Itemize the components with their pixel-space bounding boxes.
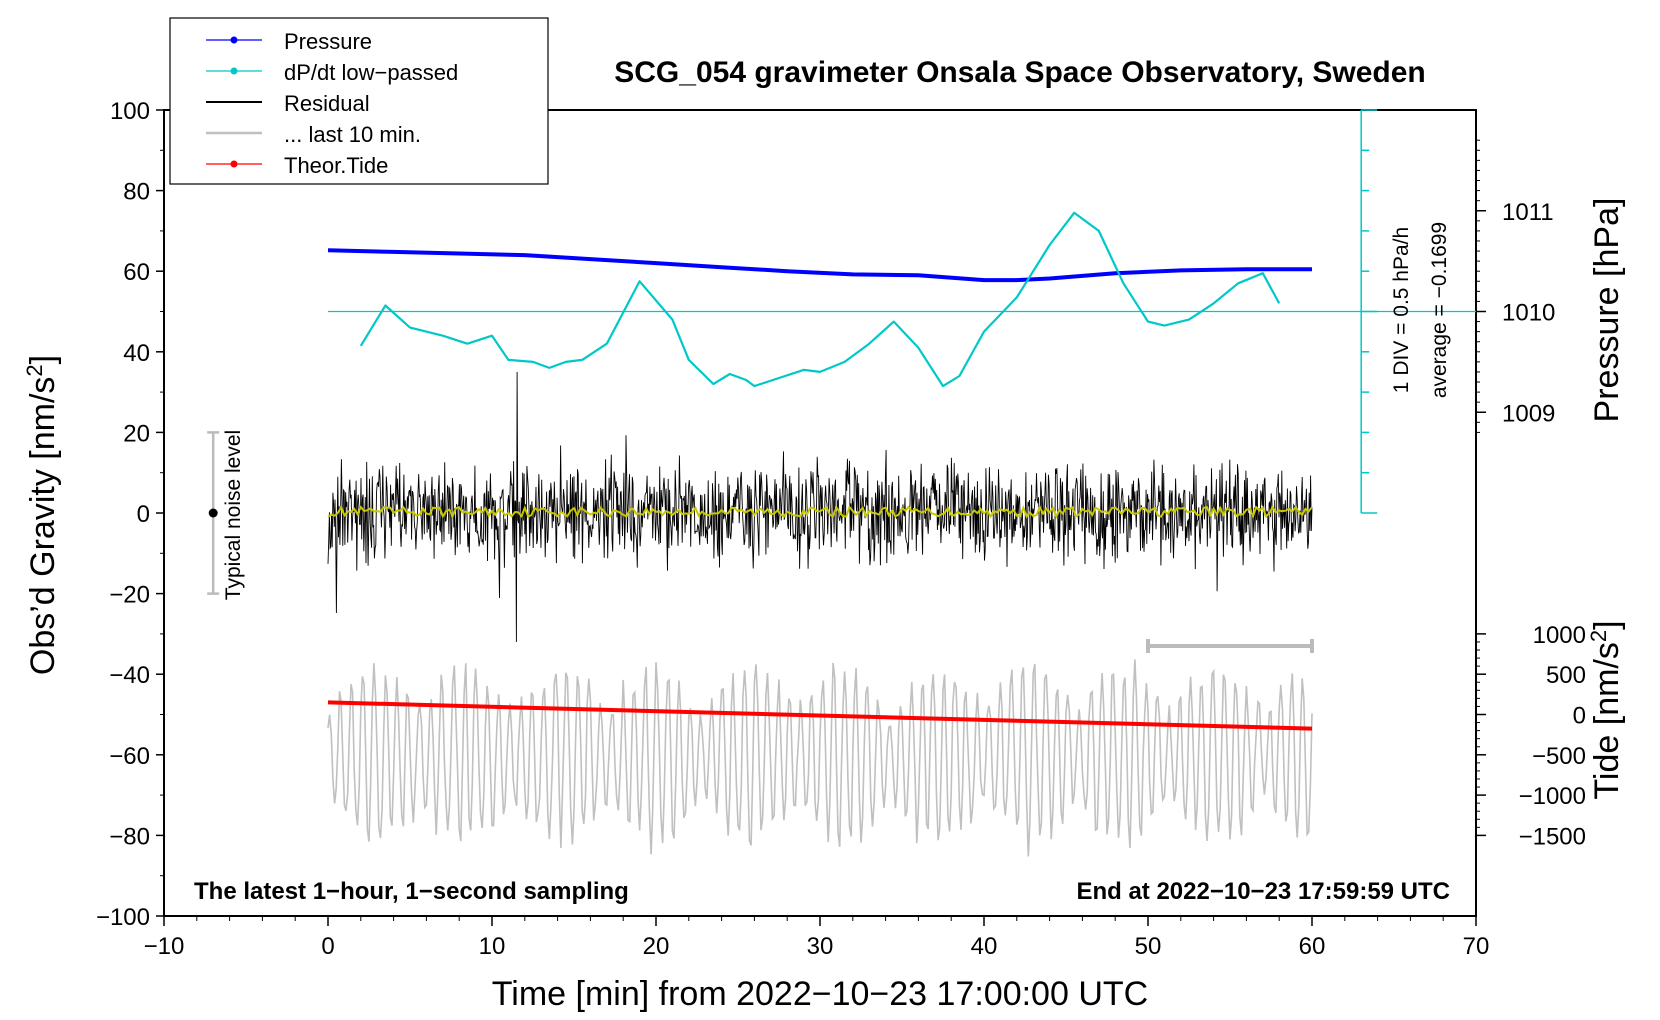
legend-marker-dpdt <box>230 67 238 75</box>
tide-axis-title-sup: 2 <box>1586 630 1611 642</box>
tide-tick-label: 0 <box>1573 703 1586 730</box>
tide-axis-title-end: ] <box>1588 620 1626 629</box>
tide-axis-ticks: 1000 500 0 −500 −1000 −1500 <box>1476 622 1586 850</box>
x-tick-label: 10 <box>479 933 506 960</box>
y-tick-label: −80 <box>109 823 150 850</box>
x-tick-label: 50 <box>1135 933 1162 960</box>
pressure-tick-label: 1010 <box>1502 300 1555 327</box>
legend-entry-residual: Residual <box>206 91 370 116</box>
tide-tick-label: 1000 <box>1533 622 1586 649</box>
x-tick-label: −10 <box>144 933 185 960</box>
series-lines <box>327 211 1313 731</box>
sampling-note: The latest 1−hour, 1−second sampling <box>194 878 629 905</box>
tide-tick-label: −1000 <box>1519 783 1586 810</box>
tide-tick-label: 500 <box>1546 662 1586 689</box>
dpdt-scale-axis <box>328 109 1476 514</box>
legend-entry-tide: Theor.Tide <box>206 153 388 178</box>
y-tick-label: 40 <box>123 340 150 367</box>
last10-series <box>327 659 1313 857</box>
last10-range-bar <box>1146 638 1314 653</box>
noise-indicator <box>207 431 220 595</box>
legend: Pressure dP/dt low−passed Residual ... l… <box>169 17 549 185</box>
dpdt-scale-label: 1 DIV = 0.5 hPa/h <box>1390 227 1413 393</box>
legend-entry-last10: ... last 10 min. <box>206 122 421 147</box>
y-tick-label: −60 <box>109 743 150 770</box>
noise-center-dot <box>208 508 218 518</box>
y-axis-title-left-sup: 2 <box>22 364 47 376</box>
residual-series <box>327 371 1313 643</box>
x-tick-label: 40 <box>971 933 998 960</box>
residual-smoothed-line <box>327 504 1313 520</box>
pressure-tick-label: 1011 <box>1502 199 1554 226</box>
tide-axis-title: Tide [nm/s2] <box>1586 620 1626 799</box>
y-axis-title-left-end: ] <box>24 355 62 364</box>
series-line-dpdt <box>359 211 1281 388</box>
x-tick-label: 60 <box>1299 933 1326 960</box>
y-tick-label: −40 <box>109 662 150 689</box>
legend-entry-dpdt: dP/dt low−passed <box>206 60 458 85</box>
residual-line <box>327 371 1313 643</box>
noise-level-label: Typical noise level <box>222 430 245 600</box>
x-tick-label: 20 <box>643 933 670 960</box>
y-tick-label: −100 <box>96 904 150 931</box>
y-tick-label: 100 <box>110 98 150 125</box>
y-tick-label: −20 <box>109 582 150 609</box>
y-axis-ticks: 100 80 60 40 20 0 −20 −40 −60 −80 −100 <box>96 98 164 931</box>
end-time-note: End at 2022−10−23 17:59:59 UTC <box>1076 878 1450 905</box>
legend-marker-pressure <box>230 36 238 44</box>
x-tick-label: 0 <box>321 933 334 960</box>
series-line-pressure <box>327 248 1312 283</box>
legend-label-tide: Theor.Tide <box>284 153 388 178</box>
y-tick-label: 60 <box>123 259 150 286</box>
pressure-axis-title: Pressure [hPa] <box>1588 198 1626 423</box>
dpdt-average-label: average = −0.1699 <box>1428 222 1451 398</box>
legend-entry-pressure: Pressure <box>206 29 372 54</box>
y-tick-label: 80 <box>123 179 150 206</box>
y-tick-label: 0 <box>137 501 150 528</box>
legend-label-residual: Residual <box>284 91 370 116</box>
last10-line <box>327 659 1313 857</box>
series-line-theortide <box>327 700 1313 731</box>
legend-marker-tide <box>230 160 238 168</box>
x-axis-ticks: −10 0 10 20 30 40 50 60 70 <box>144 916 1490 960</box>
y-axis-title-left: Obs’d Gravity [nm/s2] <box>22 355 62 675</box>
chart-title: SCG_054 gravimeter Onsala Space Observat… <box>614 56 1426 89</box>
y-axis-title-left-main: Obs’d Gravity [nm/s <box>24 377 62 676</box>
tide-axis-title-main: Tide [nm/s <box>1588 642 1626 799</box>
pressure-axis-ticks: 1011 1010 1009 <box>1476 139 1555 433</box>
pressure-tick-label: 1009 <box>1502 400 1555 427</box>
y-tick-label: 20 <box>123 420 150 447</box>
x-tick-label: 30 <box>807 933 834 960</box>
legend-label-pressure: Pressure <box>284 29 372 54</box>
x-tick-label: 70 <box>1463 933 1490 960</box>
legend-label-last10: ... last 10 min. <box>284 122 421 147</box>
tide-tick-label: −500 <box>1532 743 1586 770</box>
tide-tick-label: −1500 <box>1519 823 1586 850</box>
x-axis-title: Time [min] from 2022−10−23 17:00:00 UTC <box>492 975 1148 1013</box>
legend-label-dpdt: dP/dt low−passed <box>284 60 458 85</box>
